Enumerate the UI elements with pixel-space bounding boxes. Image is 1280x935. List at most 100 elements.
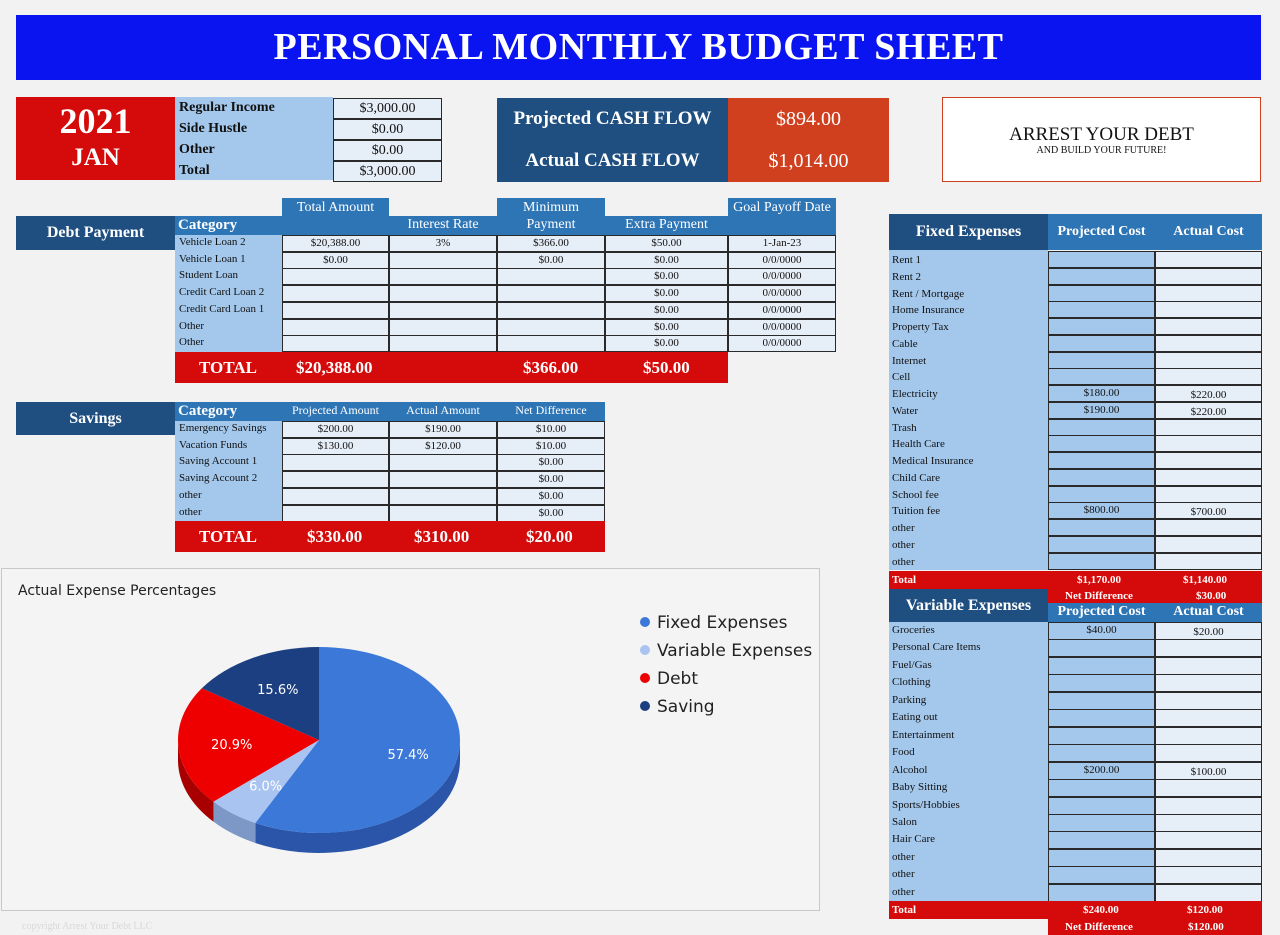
fixed-projected-cell[interactable]	[1048, 485, 1155, 503]
fixed-actual-cell[interactable]: $220.00	[1155, 401, 1262, 419]
debt-cell-min[interactable]: $366.00	[497, 235, 605, 252]
variable-projected-cell[interactable]	[1048, 726, 1155, 745]
debt-cell-rate[interactable]	[389, 251, 497, 269]
variable-projected-cell[interactable]	[1048, 709, 1155, 728]
variable-projected-cell[interactable]	[1048, 639, 1155, 658]
fixed-actual-cell[interactable]	[1155, 301, 1262, 319]
fixed-projected-cell[interactable]	[1048, 468, 1155, 486]
savings-cell-projected[interactable]	[282, 487, 389, 505]
fixed-actual-cell[interactable]	[1155, 535, 1262, 553]
income-value-side-hustle[interactable]: $0.00	[333, 119, 442, 140]
fixed-actual-cell[interactable]	[1155, 552, 1262, 570]
debt-cell-goal[interactable]: 0/0/0000	[728, 251, 836, 269]
debt-cell-extra[interactable]: $0.00	[605, 285, 728, 303]
fixed-projected-cell[interactable]	[1048, 251, 1155, 268]
savings-cell-actual[interactable]: $190.00	[389, 421, 497, 438]
variable-actual-cell[interactable]: $100.00	[1155, 761, 1262, 780]
fixed-projected-cell[interactable]	[1048, 318, 1155, 335]
savings-cell-actual[interactable]	[389, 454, 497, 472]
debt-cell-min[interactable]	[497, 301, 605, 319]
fixed-actual-cell[interactable]	[1155, 418, 1262, 436]
variable-projected-cell[interactable]	[1048, 674, 1155, 693]
fixed-projected-cell[interactable]	[1048, 418, 1155, 436]
variable-projected-cell[interactable]: $40.00	[1048, 622, 1155, 640]
debt-cell-extra[interactable]: $0.00	[605, 318, 728, 336]
debt-cell-min[interactable]	[497, 285, 605, 303]
fixed-actual-cell[interactable]	[1155, 351, 1262, 369]
income-value-regular[interactable]: $3,000.00	[333, 98, 442, 119]
fixed-projected-cell[interactable]	[1048, 267, 1155, 285]
variable-projected-cell[interactable]	[1048, 883, 1155, 902]
fixed-projected-cell[interactable]: $800.00	[1048, 502, 1155, 520]
variable-actual-cell[interactable]	[1155, 883, 1262, 902]
variable-projected-cell[interactable]	[1048, 796, 1155, 815]
debt-cell-rate[interactable]	[389, 268, 497, 286]
debt-cell-total[interactable]	[282, 335, 389, 353]
debt-cell-total[interactable]	[282, 301, 389, 319]
pie-slice-debt[interactable]	[177, 688, 319, 802]
variable-actual-cell[interactable]	[1155, 656, 1262, 675]
debt-cell-rate[interactable]	[389, 285, 497, 303]
debt-cell-goal[interactable]: 0/0/0000	[728, 268, 836, 286]
debt-cell-min[interactable]: $0.00	[497, 251, 605, 269]
income-value-other[interactable]: $0.00	[333, 140, 442, 161]
fixed-actual-cell[interactable]: $220.00	[1155, 385, 1262, 402]
debt-cell-extra[interactable]: $50.00	[605, 235, 728, 252]
pie-slice-variable-expenses[interactable]	[213, 740, 319, 823]
fixed-actual-cell[interactable]	[1155, 468, 1262, 486]
debt-cell-total[interactable]: $20,388.00	[282, 235, 389, 252]
savings-cell-net[interactable]: $10.00	[497, 421, 605, 438]
fixed-projected-cell[interactable]	[1048, 452, 1155, 469]
fixed-actual-cell[interactable]	[1155, 519, 1262, 536]
fixed-projected-cell[interactable]	[1048, 535, 1155, 553]
fixed-actual-cell[interactable]	[1155, 251, 1262, 268]
variable-actual-cell[interactable]	[1155, 796, 1262, 815]
variable-projected-cell[interactable]	[1048, 779, 1155, 798]
fixed-projected-cell[interactable]	[1048, 351, 1155, 369]
savings-cell-projected[interactable]	[282, 454, 389, 472]
debt-cell-total[interactable]	[282, 268, 389, 286]
variable-projected-cell[interactable]	[1048, 656, 1155, 675]
debt-cell-goal[interactable]: 0/0/0000	[728, 301, 836, 319]
savings-cell-projected[interactable]: $130.00	[282, 437, 389, 455]
fixed-projected-cell[interactable]	[1048, 435, 1155, 453]
fixed-projected-cell[interactable]: $190.00	[1048, 401, 1155, 419]
debt-cell-rate[interactable]	[389, 318, 497, 336]
debt-cell-rate[interactable]	[389, 301, 497, 319]
pie-slice-saving[interactable]	[201, 647, 319, 740]
variable-actual-cell[interactable]	[1155, 831, 1262, 850]
variable-actual-cell[interactable]	[1155, 691, 1262, 710]
fixed-actual-cell[interactable]	[1155, 318, 1262, 335]
fixed-projected-cell[interactable]	[1048, 334, 1155, 352]
fixed-actual-cell[interactable]	[1155, 267, 1262, 285]
variable-actual-cell[interactable]	[1155, 813, 1262, 832]
fixed-actual-cell[interactable]: $700.00	[1155, 502, 1262, 520]
variable-projected-cell[interactable]	[1048, 691, 1155, 710]
variable-actual-cell[interactable]	[1155, 639, 1262, 658]
variable-projected-cell[interactable]: $200.00	[1048, 761, 1155, 780]
fixed-actual-cell[interactable]	[1155, 368, 1262, 386]
fixed-projected-cell[interactable]	[1048, 301, 1155, 319]
fixed-projected-cell[interactable]	[1048, 519, 1155, 536]
debt-cell-goal[interactable]: 0/0/0000	[728, 335, 836, 353]
variable-actual-cell[interactable]	[1155, 866, 1262, 885]
fixed-actual-cell[interactable]	[1155, 485, 1262, 503]
variable-projected-cell[interactable]	[1048, 848, 1155, 867]
debt-cell-total[interactable]	[282, 285, 389, 303]
fixed-actual-cell[interactable]	[1155, 435, 1262, 453]
savings-cell-net[interactable]: $0.00	[497, 454, 605, 472]
savings-cell-net[interactable]: $0.00	[497, 471, 605, 489]
debt-cell-extra[interactable]: $0.00	[605, 335, 728, 353]
variable-actual-cell[interactable]	[1155, 709, 1262, 728]
variable-actual-cell[interactable]	[1155, 848, 1262, 867]
variable-actual-cell[interactable]	[1155, 744, 1262, 763]
variable-projected-cell[interactable]	[1048, 831, 1155, 850]
debt-cell-goal[interactable]: 0/0/0000	[728, 318, 836, 336]
savings-cell-actual[interactable]	[389, 471, 497, 489]
debt-cell-min[interactable]	[497, 335, 605, 353]
savings-cell-projected[interactable]: $200.00	[282, 421, 389, 438]
savings-cell-net[interactable]: $0.00	[497, 487, 605, 505]
variable-projected-cell[interactable]	[1048, 813, 1155, 832]
debt-cell-rate[interactable]	[389, 335, 497, 353]
fixed-projected-cell[interactable]: $180.00	[1048, 385, 1155, 402]
